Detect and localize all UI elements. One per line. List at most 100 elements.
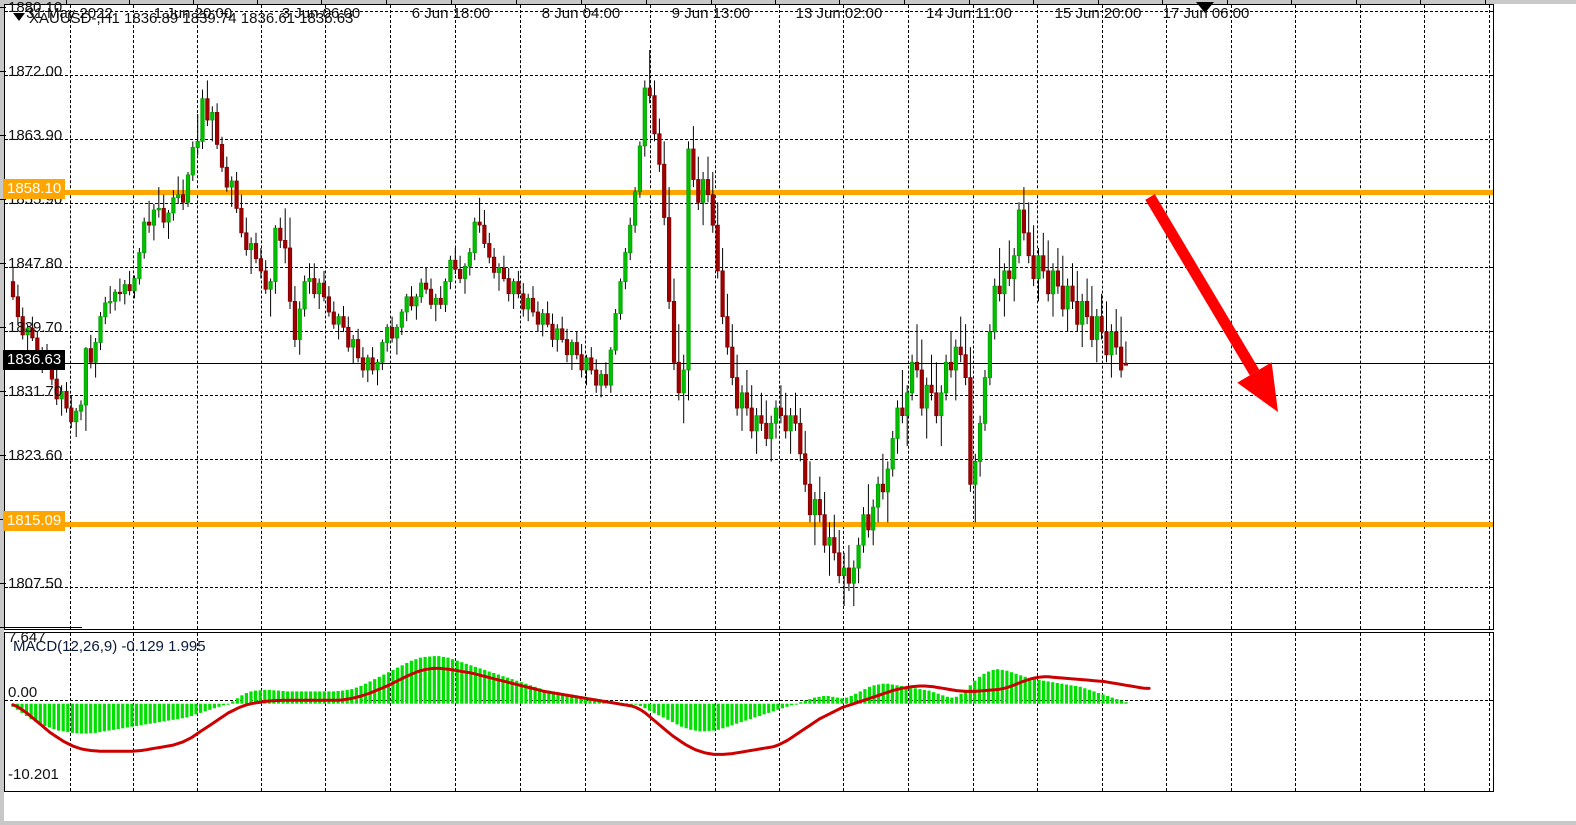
- price-axis-label: 1831.70: [8, 383, 63, 400]
- current-price-line: [5, 363, 1493, 364]
- macd-indicator-panel[interactable]: MACD(12,26,9) -0.129 1.995: [4, 632, 1494, 792]
- vertical-gridline: [973, 633, 974, 791]
- time-tick: [581, 0, 582, 5]
- vertical-gridline: [1295, 633, 1296, 791]
- time-axis-label: 13 Jun 02:00: [795, 5, 883, 22]
- time-axis-label: 15 Jun 20:00: [1054, 5, 1142, 22]
- horizontal-gridline: [5, 459, 1493, 460]
- time-tick: [711, 0, 712, 5]
- vertical-gridline: [70, 5, 71, 629]
- price-plot-area[interactable]: [5, 5, 1493, 629]
- trend-arrow-annotation[interactable]: [5, 5, 1493, 629]
- vertical-gridline: [1489, 633, 1490, 791]
- window-frame-top: [0, 0, 1576, 4]
- candlestick-series: [10, 50, 1128, 607]
- vertical-gridline: [1102, 633, 1103, 791]
- time-tick: [1227, 0, 1228, 5]
- price-axis-label: 1823.60: [8, 447, 63, 464]
- vertical-gridline: [1166, 5, 1167, 629]
- vertical-gridline: [715, 633, 716, 791]
- time-axis-label: 17 Jun 06:00: [1162, 5, 1250, 22]
- current-bar-marker: [1196, 2, 1214, 13]
- horizontal-gridline: [5, 587, 1493, 588]
- vertical-gridline: [1037, 633, 1038, 791]
- vertical-gridline: [197, 5, 198, 629]
- price-level-badge[interactable]: 1858.10: [3, 179, 66, 199]
- price-tick: [0, 583, 6, 584]
- vertical-gridline: [261, 633, 262, 791]
- time-tick: [969, 0, 970, 5]
- vertical-gridline: [779, 5, 780, 629]
- vertical-gridline: [133, 5, 134, 629]
- vertical-gridline: [390, 633, 391, 791]
- macd-axis-label: 7.647: [8, 629, 46, 646]
- price-tick: [0, 327, 6, 328]
- price-tick: [0, 455, 6, 456]
- vertical-gridline: [585, 5, 586, 629]
- time-tick: [1485, 0, 1486, 5]
- current-price-badge: 1836.63: [3, 350, 66, 370]
- vertical-gridline: [1295, 5, 1296, 629]
- vertical-gridline: [1231, 633, 1232, 791]
- macd-series: [11, 656, 1151, 756]
- price-axis-label: 1863.90: [8, 127, 63, 144]
- horizontal-gridline: [5, 11, 1493, 12]
- time-tick: [1291, 0, 1292, 5]
- macd-axis-label: -10.201: [8, 766, 59, 783]
- vertical-gridline: [650, 5, 651, 629]
- horizontal-gridline: [5, 267, 1493, 268]
- time-axis-label: 3 Jun 06:00: [281, 5, 361, 22]
- price-axis-label: 1872.00: [8, 63, 63, 80]
- symbol-ohlc-header: XAUUSD-,H1 1836.89 1839.74 1836.61 1836.…: [29, 10, 354, 27]
- vertical-gridline: [843, 633, 844, 791]
- macd-axis-label: 0.00: [8, 684, 38, 701]
- time-tick: [66, 0, 67, 5]
- horizontal-gridline: [5, 75, 1493, 76]
- horizontal-gridline: [5, 203, 1493, 204]
- price-tick: [0, 263, 6, 264]
- time-scale[interactable]: 31 May 2022 1 Jun 20:00 3 Jun 06:00 6 Jun 1…: [0, 0, 1490, 817]
- horizontal-gridline: [5, 139, 1493, 140]
- vertical-gridline: [1424, 5, 1425, 629]
- vertical-gridline: [1360, 5, 1361, 629]
- time-tick: [129, 0, 130, 5]
- macd-plot-area[interactable]: [5, 633, 1493, 791]
- price-chart-panel[interactable]: XAUUSD-,H1 1836.89 1839.74 1836.61 1836.…: [4, 4, 1494, 630]
- price-axis-label: 1880.10: [8, 0, 63, 16]
- time-axis-label: 1 Jun 20:00: [153, 5, 233, 22]
- vertical-gridline: [1489, 5, 1490, 629]
- price-level-badge[interactable]: 1815.09: [3, 511, 66, 531]
- price-level-line[interactable]: [5, 522, 1493, 527]
- time-axis-label: 31 May 2022: [26, 5, 113, 22]
- vertical-gridline: [843, 5, 844, 629]
- vertical-gridline: [520, 633, 521, 791]
- vertical-gridline: [973, 5, 974, 629]
- time-tick: [1033, 0, 1034, 5]
- arrow-shaft: [1145, 194, 1260, 376]
- vertical-gridline: [325, 5, 326, 629]
- time-axis-label: 14 Jun 11:00: [926, 5, 1012, 22]
- time-axis-label: 9 Jun 13:00: [671, 5, 751, 22]
- time-tick: [193, 0, 194, 5]
- chevron-down-icon[interactable]: [13, 13, 25, 21]
- vertical-gridline: [520, 5, 521, 629]
- time-tick: [839, 0, 840, 5]
- time-tick: [1162, 0, 1163, 5]
- time-tick: [516, 0, 517, 5]
- price-tick: [0, 135, 6, 136]
- time-axis-label: 6 Jun 18:00: [411, 5, 491, 22]
- vertical-gridline: [908, 633, 909, 791]
- price-axis-label: 1807.50: [8, 575, 63, 592]
- vertical-gridline: [70, 633, 71, 791]
- macd-zero-line: [5, 700, 1493, 701]
- window-frame-bottom: [0, 821, 1576, 825]
- arrow-head: [1237, 362, 1278, 412]
- price-tick: [0, 199, 6, 200]
- time-tick: [904, 0, 905, 5]
- vertical-gridline: [455, 633, 456, 791]
- vertical-gridline: [390, 5, 391, 629]
- price-level-line[interactable]: [5, 190, 1493, 195]
- scale-separator: [0, 627, 82, 628]
- time-tick: [775, 0, 776, 5]
